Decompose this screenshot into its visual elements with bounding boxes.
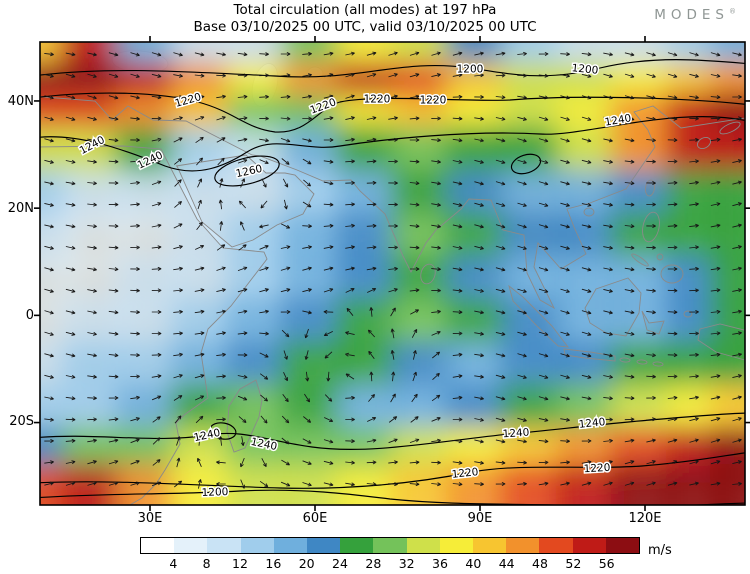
lon-tick-label-30e: 30E xyxy=(137,511,163,526)
colorbar-segment xyxy=(373,538,407,553)
wind-speed-layer xyxy=(40,42,745,505)
svg-text:1220: 1220 xyxy=(451,466,479,481)
colorbar-tick: 40 xyxy=(465,556,482,571)
colorbar-segment xyxy=(572,538,606,553)
colorbar-segment xyxy=(605,538,640,553)
svg-text:1200: 1200 xyxy=(571,62,599,77)
svg-text:1240: 1240 xyxy=(502,427,530,441)
colorbar-segment xyxy=(207,538,241,553)
colorbar-segment xyxy=(240,538,274,553)
coastlines-layer xyxy=(40,96,745,505)
lon-tick-label-90e: 90E xyxy=(467,511,493,526)
colorbar-tick: 28 xyxy=(365,556,382,571)
lat-tick-label-40n: 40N xyxy=(7,94,34,109)
colorbar-segment xyxy=(439,538,474,553)
colorbar-tick: 32 xyxy=(398,556,415,571)
lat-tick-label-20s: 20S xyxy=(9,414,34,429)
colorbar-segment xyxy=(340,538,374,553)
lat-tick-label-20n: 20N xyxy=(7,201,34,216)
colorbar-tick: 48 xyxy=(532,556,548,571)
svg-text:1200: 1200 xyxy=(457,64,484,76)
colorbar-tick: 12 xyxy=(232,556,248,571)
svg-text:1240: 1240 xyxy=(578,416,606,431)
svg-text:1220: 1220 xyxy=(364,94,391,106)
chart-title: Total circulation (all modes) at 197 hPa xyxy=(233,2,497,18)
colorbar-tick: 8 xyxy=(202,556,211,571)
lon-tick-label-120e: 120E xyxy=(628,511,662,526)
colorbar-tick: 52 xyxy=(565,556,582,571)
svg-text:1220: 1220 xyxy=(583,462,610,475)
modes-logo: MODES® xyxy=(654,7,736,23)
colorbar-tick: 4 xyxy=(169,556,178,571)
chart-subtitle: Base 03/10/2025 00 UTC, valid 03/10/2025… xyxy=(193,19,537,35)
axis-frame xyxy=(34,36,750,511)
colorbar xyxy=(140,537,640,554)
colorbar-segment xyxy=(406,538,440,553)
modes-logo-text: MODES xyxy=(654,7,729,23)
colorbar-tick: 36 xyxy=(432,556,448,571)
colorbar-tick: 20 xyxy=(298,556,315,571)
colorbar-tick: 44 xyxy=(498,556,515,571)
colorbar-tick: 16 xyxy=(265,556,282,571)
svg-text:1220: 1220 xyxy=(420,95,447,107)
lon-tick-label-60e: 60E xyxy=(302,511,328,526)
colorbar-segment xyxy=(273,538,308,553)
colorbar-tick: 56 xyxy=(598,556,615,571)
lat-tick-label-0: 0 xyxy=(25,308,34,323)
colorbar-segment xyxy=(506,538,540,553)
colorbar-tick-labels: 4 8 12 16 20 24 28 32 36 40 44 48 52 56 xyxy=(0,556,750,572)
modes-logo-mark: ® xyxy=(729,7,736,16)
colorbar-unit: m/s xyxy=(648,543,672,558)
colorbar-tick: 24 xyxy=(332,556,348,571)
wind-arrows-layer xyxy=(44,51,742,489)
svg-text:1200: 1200 xyxy=(201,486,228,499)
colorbar-segment xyxy=(141,538,175,553)
colorbar-segment xyxy=(174,538,208,553)
colorbar-segment xyxy=(473,538,507,553)
contour-layer xyxy=(40,59,745,505)
colorbar-segment xyxy=(307,538,341,553)
colorbar-segment xyxy=(539,538,573,553)
